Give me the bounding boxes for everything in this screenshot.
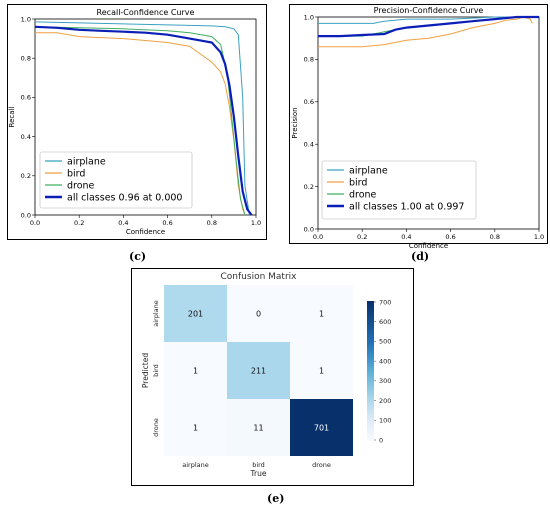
x-axis-label: Confidence [126, 228, 165, 236]
chart-title: Precision-Confidence Curve [374, 6, 484, 15]
legend-box [321, 160, 477, 220]
heatmap-cell [290, 399, 353, 456]
cell-value: 211 [251, 367, 266, 376]
heatmap-x-label: True [250, 469, 267, 478]
heatmap-cell [227, 342, 290, 399]
cell-value: 701 [314, 424, 329, 433]
y-tick-label: 1.0 [304, 13, 314, 21]
y-tick-label: 0.0 [304, 225, 314, 233]
label-c: (c) [129, 250, 147, 263]
legend-label: bird [67, 168, 85, 179]
heatmap-cell [290, 342, 353, 399]
colorbar-tick-label: 500 [379, 338, 391, 346]
y-tick-label: 0.8 [304, 56, 314, 64]
series-line-airplane [318, 16, 539, 24]
legend-label: bird [349, 177, 367, 188]
colorbar-tick-label: 700 [379, 298, 391, 306]
y-tick-label: 0.2 [21, 172, 31, 180]
x-tick-label: 0.2 [74, 219, 84, 227]
y-tick-label: 0.2 [304, 183, 314, 191]
x-tick-label: 1.0 [251, 219, 261, 227]
y-category-label: airplane [152, 300, 160, 327]
heatmap-cell [164, 285, 227, 342]
x-tick-label: 0.0 [313, 233, 323, 241]
series-line-all-classes [34, 25, 253, 216]
chart-title: Recall-Confidence Curve [97, 8, 195, 17]
x-axis-label: Confidence [409, 242, 448, 250]
cell-value: 11 [253, 424, 263, 433]
y-tick-label: 1.0 [21, 15, 31, 23]
colorbar-tick-label: 0 [379, 436, 383, 444]
y-tick-label: 0.4 [304, 141, 314, 149]
legend-label: airplane [67, 156, 106, 167]
x-tick-label: 0.8 [207, 219, 217, 227]
cell-value: 0 [256, 310, 261, 319]
legend-label: drone [349, 189, 377, 200]
label-d: (d) [411, 250, 430, 263]
series-line-drone [34, 26, 246, 216]
y-tick-label: 0.6 [21, 94, 31, 102]
colorbar-tick-label: 300 [379, 377, 391, 385]
y-tick-label: 0.8 [21, 55, 31, 63]
colorbar-tick-label: 100 [379, 417, 391, 425]
x-category-label: bird [252, 461, 265, 469]
heatmap-y-label: Predicted [141, 353, 150, 388]
plot-frame [34, 18, 257, 216]
colorbar-tick-label: 400 [379, 357, 391, 365]
x-tick-label: 0.4 [401, 233, 411, 241]
x-tick-label: 1.0 [534, 233, 544, 241]
x-tick-label: 0.8 [490, 233, 500, 241]
x-tick-label: 0.2 [357, 233, 367, 241]
y-axis-label: Recall [8, 107, 16, 128]
legend-label: all classes 0.96 at 0.000 [67, 192, 182, 203]
series-line-airplane [34, 21, 250, 216]
y-axis-label: Precision [291, 107, 299, 138]
colorbar-tick-label: 200 [379, 397, 391, 405]
x-tick-label: 0.6 [162, 219, 172, 227]
colorbar-tick-label: 600 [379, 318, 391, 326]
heatmap-title: Confusion Matrix [221, 272, 298, 282]
heatmap-cell [290, 285, 353, 342]
legend-label: airplane [349, 165, 388, 176]
heatmap-cell [227, 285, 290, 342]
y-tick-label: 0.0 [21, 211, 31, 219]
series-line-all-classes [318, 15, 539, 38]
y-tick-label: 0.6 [304, 98, 314, 106]
x-tick-label: 0.6 [445, 233, 455, 241]
label-e: (e) [267, 492, 285, 505]
x-category-label: airplane [182, 461, 209, 469]
x-tick-label: 0.4 [118, 219, 128, 227]
legend-label: drone [67, 180, 95, 191]
cell-value: 201 [188, 310, 203, 319]
plot-frame [317, 16, 540, 230]
cell-value: 1 [193, 424, 198, 433]
x-tick-label: 0.0 [30, 219, 40, 227]
cell-value: 1 [319, 367, 324, 376]
heatmap-cell [164, 342, 227, 399]
heatmap-cell [164, 399, 227, 456]
legend-label: all classes 1.00 at 0.997 [349, 201, 464, 212]
x-category-label: drone [312, 461, 331, 469]
colorbar [367, 301, 374, 441]
y-category-label: drone [152, 418, 160, 437]
cell-value: 1 [319, 310, 324, 319]
series-line-bird [318, 16, 533, 48]
y-tick-label: 0.4 [21, 133, 31, 141]
cell-value: 1 [193, 367, 198, 376]
heatmap-cell [227, 399, 290, 456]
y-category-label: bird [152, 364, 160, 377]
legend-box [39, 151, 193, 209]
